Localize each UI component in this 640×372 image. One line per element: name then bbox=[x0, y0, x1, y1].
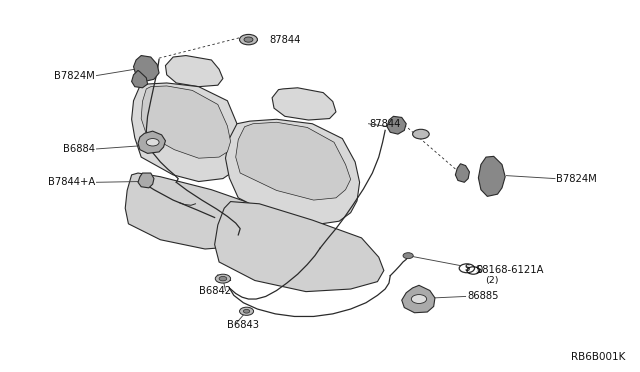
Circle shape bbox=[219, 276, 227, 281]
Text: S: S bbox=[475, 266, 481, 276]
Text: RB6B001K: RB6B001K bbox=[571, 352, 625, 362]
Polygon shape bbox=[134, 55, 159, 81]
Polygon shape bbox=[132, 70, 148, 88]
Polygon shape bbox=[272, 88, 336, 120]
Text: 08168-6121A: 08168-6121A bbox=[476, 266, 544, 276]
Text: 86885: 86885 bbox=[467, 291, 499, 301]
Text: B7824M: B7824M bbox=[556, 174, 597, 184]
Text: B6842: B6842 bbox=[198, 286, 231, 295]
Circle shape bbox=[215, 274, 230, 283]
Text: S: S bbox=[464, 264, 470, 273]
Circle shape bbox=[244, 37, 253, 42]
Circle shape bbox=[460, 264, 474, 273]
Text: B6843: B6843 bbox=[227, 320, 259, 330]
Text: 87844: 87844 bbox=[269, 35, 300, 45]
Text: B7824M: B7824M bbox=[54, 71, 95, 81]
Polygon shape bbox=[456, 164, 469, 182]
Circle shape bbox=[413, 129, 429, 139]
Circle shape bbox=[147, 138, 159, 146]
Polygon shape bbox=[132, 83, 240, 182]
Polygon shape bbox=[402, 285, 435, 313]
Polygon shape bbox=[236, 122, 351, 200]
Polygon shape bbox=[387, 116, 406, 134]
Polygon shape bbox=[214, 202, 384, 292]
Text: (2): (2) bbox=[484, 276, 499, 285]
Polygon shape bbox=[138, 131, 166, 153]
Polygon shape bbox=[166, 55, 223, 87]
Circle shape bbox=[412, 295, 427, 304]
Text: B7844+A: B7844+A bbox=[48, 177, 95, 187]
Polygon shape bbox=[141, 86, 230, 158]
Circle shape bbox=[403, 253, 413, 259]
Circle shape bbox=[239, 35, 257, 45]
Polygon shape bbox=[478, 156, 505, 196]
Polygon shape bbox=[225, 119, 360, 225]
Circle shape bbox=[239, 307, 253, 315]
Polygon shape bbox=[138, 173, 154, 188]
Polygon shape bbox=[125, 173, 274, 249]
Text: 87844: 87844 bbox=[370, 119, 401, 129]
Circle shape bbox=[243, 310, 250, 313]
Text: B6884: B6884 bbox=[63, 144, 95, 154]
